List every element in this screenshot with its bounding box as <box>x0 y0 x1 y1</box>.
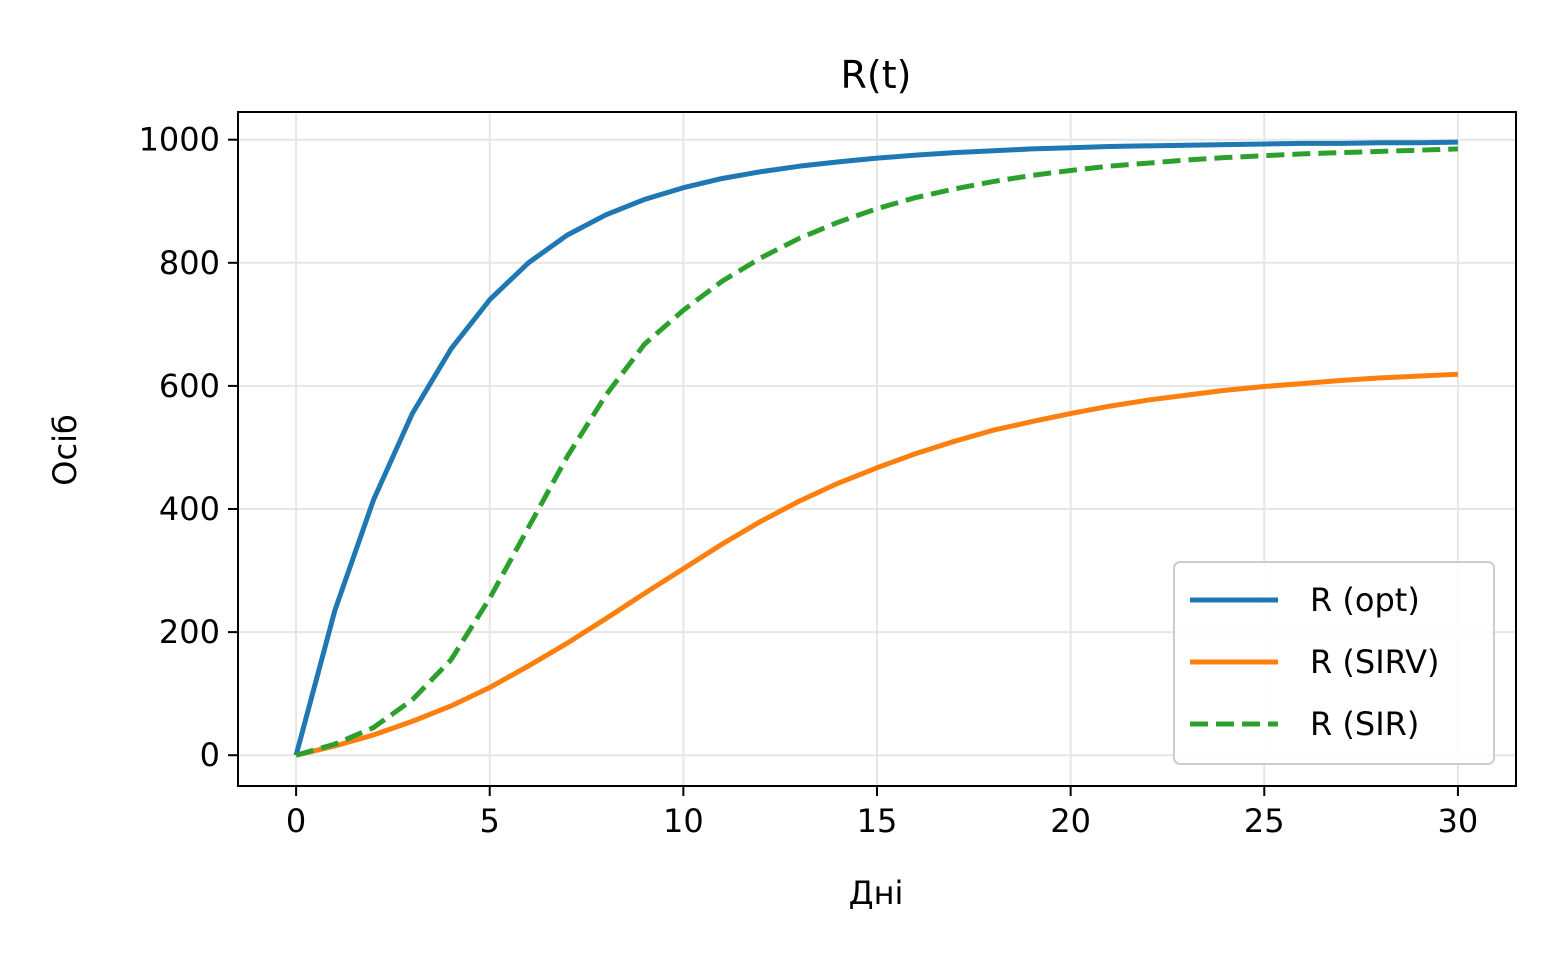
y-tick-label: 0 <box>200 736 220 774</box>
y-axis: 0 200 400 600 800 1000 <box>139 121 238 774</box>
y-tick-label: 400 <box>159 490 220 528</box>
y-axis-label: Осіб <box>46 414 84 485</box>
legend-label: R (opt) <box>1310 581 1420 619</box>
legend-label: R (SIRV) <box>1310 643 1440 681</box>
x-tick-label: 0 <box>286 802 306 840</box>
x-axis-label: Дні <box>849 874 904 912</box>
x-tick-label: 30 <box>1438 802 1479 840</box>
y-tick-label: 800 <box>159 244 220 282</box>
series-line-r-opt <box>293 139 1458 756</box>
y-tick-label: 200 <box>159 613 220 651</box>
series-line-r-sirv <box>295 371 1459 758</box>
y-tick-label: 600 <box>159 367 220 405</box>
y-tick-label: 1000 <box>139 121 220 159</box>
legend-label: R (SIR) <box>1310 705 1419 743</box>
chart-title: R(t) <box>841 53 912 97</box>
x-tick-label: 15 <box>857 802 898 840</box>
series-layer <box>293 139 1459 758</box>
x-tick-label: 20 <box>1050 802 1091 840</box>
x-axis: 0 5 10 15 20 25 30 <box>286 786 1478 840</box>
x-tick-label: 25 <box>1244 802 1285 840</box>
x-tick-label: 10 <box>663 802 704 840</box>
legend: R (opt) R (SIRV) R (SIR) <box>1173 561 1495 765</box>
legend-box <box>1173 561 1495 765</box>
x-tick-label: 5 <box>480 802 500 840</box>
